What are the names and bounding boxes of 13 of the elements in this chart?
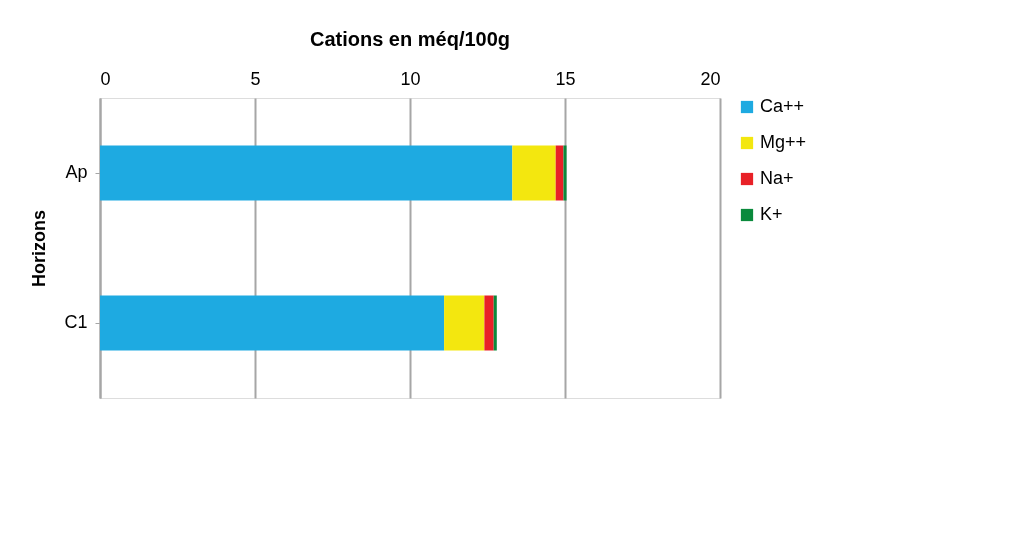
legend-label: Mg++ bbox=[760, 132, 807, 152]
y-tick-label: C1 bbox=[64, 312, 88, 332]
y-tick-label: Ap bbox=[65, 162, 88, 182]
chart-title: Cations en méq/100g bbox=[309, 28, 511, 50]
y-axis-title: Horizons bbox=[29, 209, 50, 288]
x-tick-label: 20 bbox=[700, 68, 721, 89]
x-tick-label: 5 bbox=[250, 68, 261, 89]
legend-label: Na+ bbox=[760, 168, 794, 188]
x-tick-label: 0 bbox=[100, 68, 111, 89]
x-tick-label: 10 bbox=[400, 68, 421, 89]
x-tick-label: 15 bbox=[555, 68, 576, 89]
legend-label: Ca++ bbox=[760, 96, 805, 116]
legend-label: K+ bbox=[760, 204, 783, 224]
